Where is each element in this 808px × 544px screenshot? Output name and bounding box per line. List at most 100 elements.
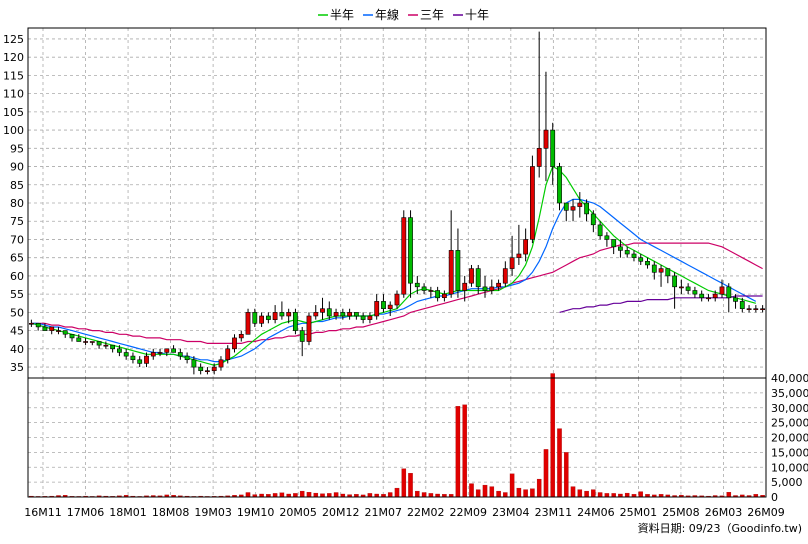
x-tick-label-2: 18M01 — [109, 506, 147, 519]
price-tick-label-14: 105 — [3, 106, 24, 119]
candle-90 — [638, 254, 644, 265]
candle-40 — [299, 326, 305, 357]
volume-bar-65 — [469, 483, 474, 498]
candle-95 — [672, 272, 677, 309]
price-grid — [28, 28, 767, 378]
x-axis-ticks: 16M11 17M06 18M01 18M08 19M03 19M10 20M05 20M12… — [24, 506, 785, 519]
candle-24 — [191, 356, 197, 375]
candle-28 — [218, 356, 224, 371]
price-tick-label-2: 45 — [10, 325, 24, 338]
price-tick-label-3: 50 — [10, 306, 24, 319]
volume-bar-78 — [557, 428, 562, 498]
price-tick-label-16: 115 — [3, 69, 24, 82]
volume-bar-79 — [564, 452, 569, 498]
candle-50 — [367, 312, 373, 324]
price-tick-label-15: 110 — [3, 88, 24, 101]
candle-75 — [536, 31, 542, 178]
candle-15 — [130, 352, 136, 364]
legend-label-1: 年線 — [375, 7, 399, 22]
volume-bars — [29, 373, 765, 498]
candle-9 — [89, 341, 95, 346]
legend: 半年 年線 三年 十年 — [318, 7, 489, 22]
candle-29 — [225, 345, 231, 364]
price-tick-label-17: 120 — [3, 51, 24, 64]
candle-36 — [272, 305, 278, 324]
candle-51 — [374, 294, 380, 320]
x-tick-label-3: 18M08 — [152, 506, 190, 519]
candle-52 — [381, 294, 386, 313]
candle-85 — [604, 232, 610, 247]
candle-8 — [83, 337, 88, 346]
candle-1 — [35, 322, 41, 331]
candle-10 — [96, 341, 102, 349]
price-axis-ticks: 35 40 45 50 55 60 65 70 75 80 85 90 95 100 105 110 115 12… — [3, 33, 24, 374]
candle-64 — [462, 275, 468, 302]
candle-99 — [699, 290, 705, 302]
volume-bar-56 — [408, 473, 413, 498]
candle-30 — [232, 334, 237, 353]
candle-43 — [320, 297, 325, 320]
candle-66 — [475, 264, 481, 295]
volume-bar-39 — [293, 493, 298, 498]
ma-10y-line — [559, 295, 763, 313]
price-tick-label-5: 60 — [10, 270, 24, 283]
candle-84 — [597, 221, 603, 240]
candle-2 — [42, 323, 48, 331]
volume-tick-label-6: 30,000 — [771, 402, 808, 415]
candle-12 — [110, 344, 115, 353]
candle-22 — [177, 348, 183, 360]
candle-69 — [496, 279, 501, 291]
x-tick-label-13: 24M06 — [577, 506, 615, 519]
volume-bar-40 — [299, 490, 305, 498]
candle-107 — [753, 305, 759, 313]
volume-bar-83 — [591, 489, 596, 498]
candle-19 — [157, 348, 163, 357]
volume-plot-frame — [27, 377, 767, 498]
candle-72 — [516, 224, 522, 265]
candle-87 — [617, 239, 623, 258]
x-tick-label-14: 25M01 — [620, 506, 658, 519]
volume-bar-68 — [489, 486, 495, 498]
candle-11 — [103, 341, 109, 349]
candle-3 — [49, 326, 55, 335]
candle-74 — [529, 155, 535, 244]
x-tick-label-12: 23M11 — [535, 506, 573, 519]
volume-tick-label-4: 20,000 — [771, 432, 808, 445]
price-tick-label-1: 40 — [10, 343, 24, 356]
volume-bar-69 — [496, 490, 501, 498]
volume-bar-80 — [570, 486, 576, 498]
candle-48 — [353, 312, 359, 320]
candle-71 — [509, 235, 515, 276]
candle-79 — [563, 202, 569, 222]
candle-63 — [455, 228, 461, 298]
price-tick-label-8: 75 — [10, 215, 24, 228]
candle-0 — [28, 319, 34, 327]
price-tick-label-4: 55 — [10, 288, 24, 301]
volume-bar-50 — [367, 493, 373, 498]
volume-tick-label-5: 25,000 — [771, 417, 808, 430]
candle-17 — [144, 352, 149, 368]
candle-91 — [645, 257, 650, 269]
candle-81 — [577, 192, 583, 218]
x-tick-label-10: 22M09 — [450, 506, 488, 519]
candle-41 — [306, 312, 312, 346]
candle-20 — [164, 348, 170, 357]
volume-bar-55 — [401, 468, 407, 498]
volume-grid — [28, 377, 767, 498]
candle-33 — [252, 308, 258, 327]
candle-67 — [482, 275, 488, 298]
legend-label-3: 十年 — [465, 8, 489, 22]
x-tick-label-0: 16M11 — [24, 506, 62, 519]
ma-year-line — [31, 198, 757, 363]
volume-tick-label-0: 0 — [771, 491, 778, 504]
volume-bar-85 — [604, 493, 610, 498]
volume-bar-44 — [327, 493, 332, 498]
volume-bar-103 — [726, 492, 732, 498]
candle-102 — [719, 279, 725, 298]
price-tick-label-12: 95 — [10, 142, 24, 155]
volume-bar-54 — [394, 487, 400, 498]
legend-label-0: 半年 — [330, 8, 354, 22]
candle-58 — [421, 283, 427, 295]
candle-56 — [408, 210, 413, 298]
